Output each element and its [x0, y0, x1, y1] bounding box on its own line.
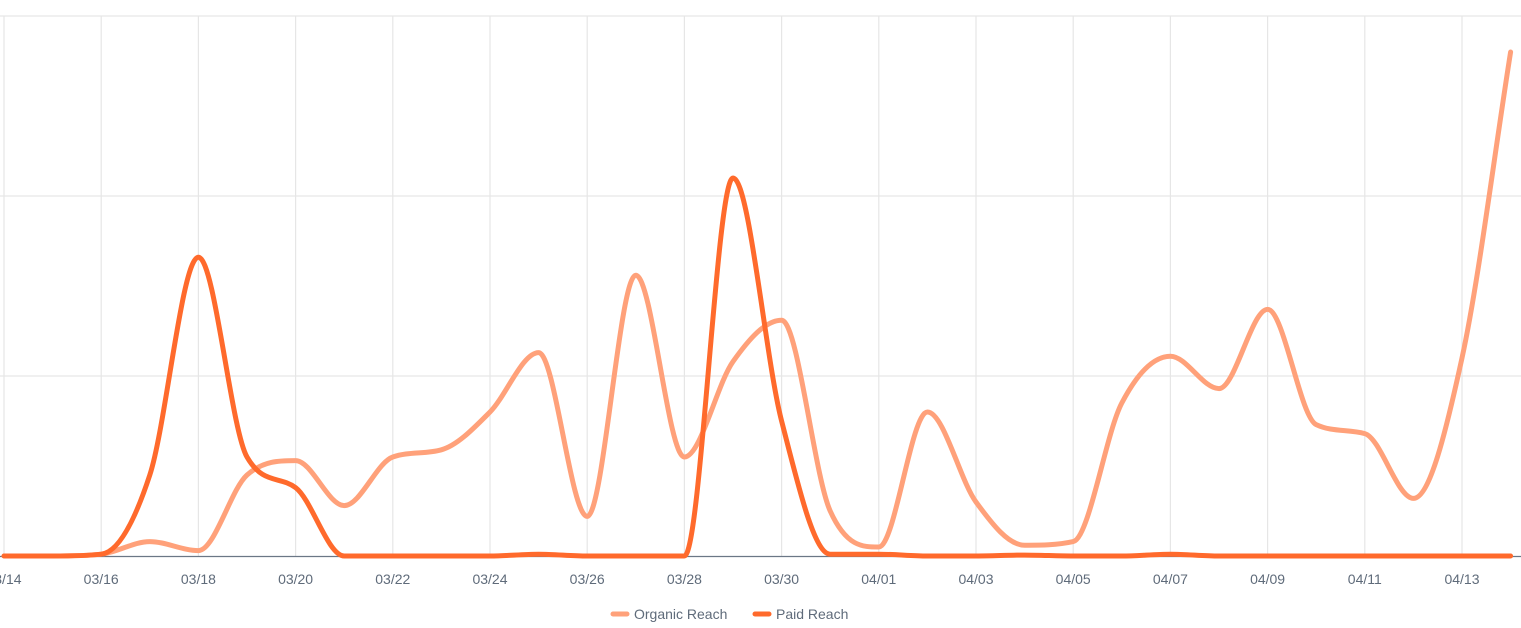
x-tick-label: 03/30: [764, 571, 799, 587]
x-tick-label: 03/26: [570, 571, 605, 587]
legend-label: Paid Reach: [776, 606, 848, 622]
series-line-paid-reach: [1, 175, 1514, 559]
x-tick-label: 04/11: [1348, 571, 1382, 587]
series-line-organic-reach: [1, 49, 1514, 559]
legend-item-paid-reach[interactable]: Paid Reach: [752, 606, 848, 622]
x-tick-label: 03/28: [667, 571, 702, 587]
x-tick-label: 03/14: [0, 571, 22, 587]
y-grid: [0, 15, 1521, 377]
x-tick-label: 04/07: [1153, 571, 1188, 587]
series-layer: [1, 49, 1514, 559]
legend-item-organic-reach[interactable]: Organic Reach: [610, 606, 727, 622]
x-tick-label: 03/18: [181, 571, 216, 587]
x-tick-label: 04/01: [861, 571, 896, 587]
legend-label: Organic Reach: [634, 606, 727, 622]
x-tick-label: 04/13: [1444, 571, 1479, 587]
x-tick-label: 04/03: [958, 571, 993, 587]
x-tick-labels: 03/14 03/16 03/18 03/20 03/22 03/24 03/26 03/28…: [0, 571, 1480, 587]
x-tick-label: 03/22: [375, 571, 410, 587]
x-grid: [3, 16, 1463, 556]
x-tick-label: 04/05: [1056, 571, 1091, 587]
x-tick-label: 04/09: [1250, 571, 1285, 587]
x-tick-label: 03/24: [472, 571, 507, 587]
x-tick-label: 03/16: [84, 571, 119, 587]
legend: Organic Reach Paid Reach: [610, 606, 848, 622]
x-tick-label: 03/20: [278, 571, 313, 587]
